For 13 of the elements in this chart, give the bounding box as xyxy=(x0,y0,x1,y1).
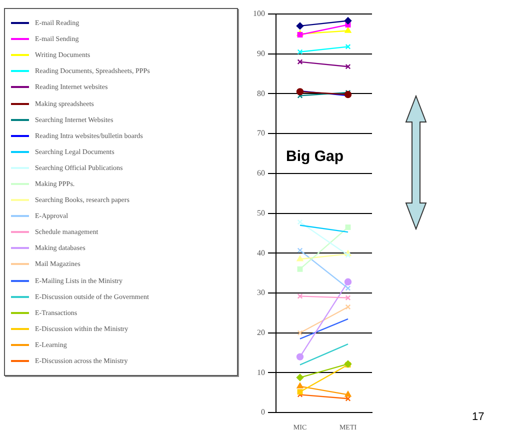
y-tick-label: 70 xyxy=(257,128,265,138)
y-tick-label: 10 xyxy=(257,368,265,377)
y-tick-label: 100 xyxy=(253,9,265,18)
y-tick-label: 50 xyxy=(257,208,265,218)
y-tick-label: 0 xyxy=(261,408,265,417)
y-tick-label: 90 xyxy=(257,48,265,58)
y-tick-label: 20 xyxy=(257,328,265,337)
y-tick-label: 40 xyxy=(257,248,265,258)
annotation: Big Gap xyxy=(286,148,344,165)
y-tick-label: 30 xyxy=(257,288,265,298)
text: 17 xyxy=(472,411,484,423)
y-tick-label: 60 xyxy=(257,168,265,178)
y-tick-label: 80 xyxy=(257,88,265,98)
